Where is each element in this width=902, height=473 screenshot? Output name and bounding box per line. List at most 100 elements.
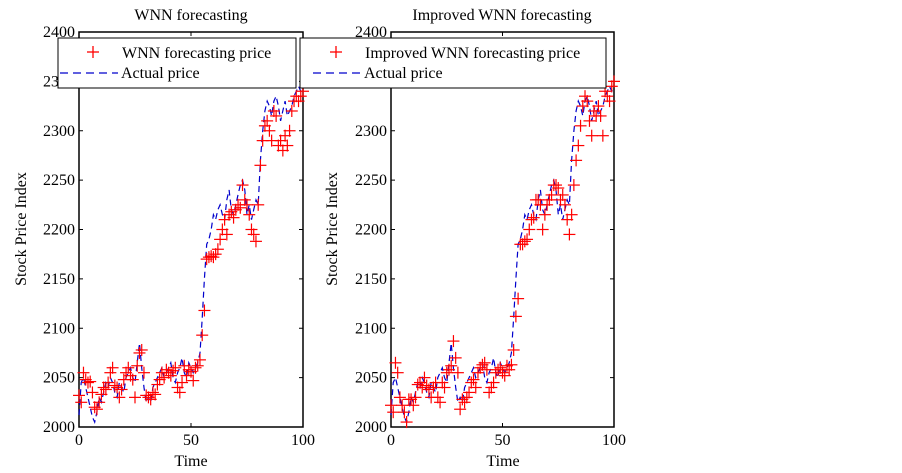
x-tick-label: 100 — [291, 432, 315, 449]
forecast-point — [601, 90, 614, 103]
forecast-point — [523, 223, 536, 236]
forecast-point — [409, 391, 422, 404]
forecast-point — [247, 228, 260, 241]
forecast-point — [285, 105, 298, 117]
forecast-point — [603, 95, 616, 108]
y-tick-label: 2200 — [43, 222, 75, 239]
forecast-point — [126, 373, 139, 386]
forecast-point — [209, 248, 222, 261]
forecast-point — [294, 90, 307, 103]
forecast-point — [436, 376, 449, 389]
forecast-point — [400, 416, 413, 429]
forecast-point — [565, 208, 578, 221]
forecast-point — [261, 114, 274, 127]
forecast-point — [90, 403, 103, 416]
forecast-point — [113, 391, 126, 404]
y-tick-label: 2000 — [355, 419, 387, 436]
forecast-point — [207, 251, 220, 264]
forecast-point — [447, 335, 460, 348]
forecast-point — [483, 386, 496, 399]
legend-marker-plus — [87, 46, 99, 58]
forecast-point — [574, 119, 587, 132]
forecast-point — [467, 373, 480, 386]
y-tick-label: 2050 — [355, 370, 387, 387]
forecast-point — [496, 366, 509, 379]
forecast-point — [84, 375, 97, 388]
legend: WNN forecasting price Actual price — [57, 37, 297, 89]
forecast-point — [245, 223, 258, 236]
forecast-point — [196, 329, 209, 342]
y-tick-label: 2250 — [43, 172, 75, 189]
forecast-point — [236, 179, 249, 192]
forecast-point — [387, 406, 400, 419]
panel-wnn-forecasting: WNN forecasting 2000 2050 2100 2150 2200 2250… — [13, 7, 315, 470]
forecast-point — [596, 129, 609, 142]
forecast-point — [608, 75, 620, 88]
forecast-point — [193, 353, 206, 366]
panel-improved-wnn-forecasting: Improved WNN forecasting 2000 2050 2100 215… — [299, 7, 626, 470]
forecast-point — [494, 361, 507, 374]
x-tick-label: 0 — [387, 432, 395, 449]
forecast-point — [507, 343, 520, 356]
actual-price-line — [78, 84, 304, 424]
y-tick-label: 2150 — [355, 271, 387, 288]
forecast-point — [505, 358, 518, 371]
forecast-point — [512, 292, 525, 305]
forecast-point — [263, 124, 276, 137]
x-tick-label: 0 — [75, 432, 83, 449]
forecast-point — [227, 211, 240, 224]
forecast-point — [129, 391, 141, 404]
forecast-point — [427, 381, 440, 394]
actual-price-line — [390, 84, 615, 425]
forecast-point — [198, 304, 211, 317]
forecast-point — [487, 376, 500, 389]
forecast-point — [418, 371, 431, 384]
forecast-point — [389, 356, 402, 369]
forecast-point — [254, 159, 267, 172]
y-tick-label: 2250 — [355, 172, 387, 189]
forecast-point — [581, 95, 594, 108]
forecast-point — [283, 124, 296, 137]
forecast-point — [538, 208, 551, 221]
forecast-point — [133, 346, 146, 359]
x-axis-label: Time — [174, 453, 207, 470]
forecast-point — [509, 310, 522, 323]
legend-label-forecast: WNN forecasting price — [122, 45, 271, 62]
forecast-point — [391, 366, 404, 379]
forecast-point — [550, 179, 563, 192]
forecast-point — [451, 366, 464, 379]
forecast-point — [252, 198, 265, 211]
y-tick-label: 2300 — [355, 123, 387, 140]
forecast-point — [77, 366, 90, 379]
forecast-point — [187, 374, 200, 387]
forecast-point — [93, 396, 106, 409]
forecast-point — [536, 223, 549, 236]
forecast-point — [558, 198, 571, 211]
forecast-point — [214, 233, 227, 246]
forecast-point — [556, 188, 569, 201]
legend: Improved WNN forecasting price Actual pr… — [299, 37, 607, 89]
forecast-point — [543, 193, 556, 206]
forecast-point — [541, 198, 554, 211]
forecast-point — [431, 391, 444, 404]
forecast-point — [176, 376, 189, 389]
forecast-point — [234, 201, 247, 214]
y-axis-label: Stock Price Index — [13, 172, 30, 286]
forecast-point — [241, 198, 253, 211]
forecast-point — [503, 363, 516, 376]
forecast-point — [469, 381, 482, 394]
forecast-point — [398, 406, 411, 419]
y-tick-label: 2050 — [43, 370, 75, 387]
forecast-point — [592, 100, 605, 113]
forecast-point — [238, 193, 251, 206]
forecast-point — [73, 389, 85, 402]
forecast-point — [131, 359, 144, 372]
forecast-point — [267, 105, 280, 117]
y-tick-label: 2400 — [43, 24, 75, 41]
forecast-point — [521, 233, 534, 246]
forecast-point — [438, 381, 451, 394]
forecast-point — [527, 211, 540, 224]
forecast-point — [108, 379, 121, 392]
forecast-point — [460, 391, 473, 404]
